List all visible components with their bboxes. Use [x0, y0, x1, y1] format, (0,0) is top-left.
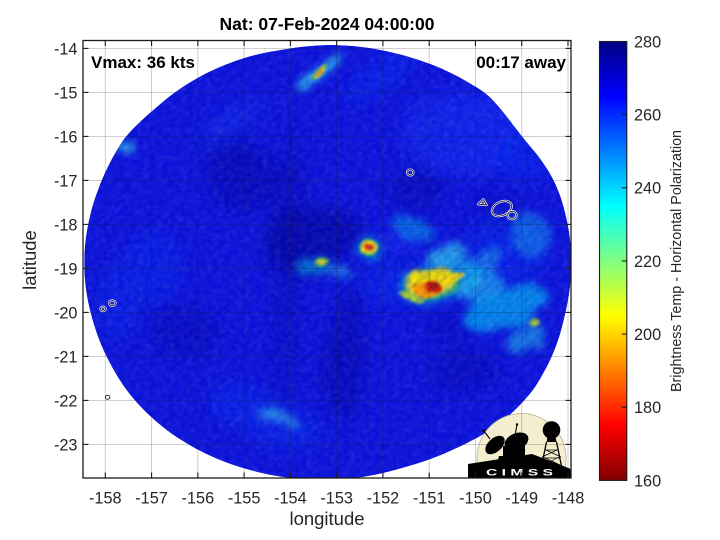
plot-area: C I M S S [84, 44, 571, 478]
x-tick-label--149: -149 [505, 490, 538, 508]
logo-tower-brace-0 [545, 449, 562, 458]
y-tick-label--17: -17 [54, 172, 78, 190]
x-axis-label: longitude [289, 508, 365, 529]
y-tick-label--18: -18 [54, 216, 78, 234]
colorbar-tick-label-160: 160 [634, 472, 661, 490]
x-tick-label--153: -153 [320, 490, 353, 508]
colorbar-tick-label-200: 200 [634, 326, 661, 344]
island-nw-2 [108, 300, 116, 307]
x-tick-label--157: -157 [135, 490, 168, 508]
logo-dish-left-feed [483, 430, 491, 440]
island-contours [99, 168, 518, 401]
y-tick-label--14: -14 [54, 40, 78, 58]
island-moorea [477, 198, 488, 206]
y-tick-label--15: -15 [54, 84, 78, 102]
colorbar-tick-label-260: 260 [634, 107, 661, 125]
logo-dish-left-feed-ball [482, 429, 485, 432]
colorbar-label: Brightness Temp - Horizontal Polarizatio… [669, 130, 685, 392]
logo-dish-right-feed [514, 424, 518, 434]
logo-banner [468, 454, 571, 478]
y-tick-label--23: -23 [54, 436, 78, 454]
x-tick-label--155: -155 [228, 490, 261, 508]
cimss-logo: C I M S S [468, 413, 571, 478]
plot-title: Nat: 07-Feb-2024 04:00:00 [219, 14, 435, 34]
colorbar-tick-label-220: 220 [634, 253, 661, 271]
logo-tower-tank [542, 421, 561, 439]
colorbar-tick-label-180: 180 [634, 399, 661, 417]
island-tahiti-iti [507, 210, 517, 220]
swath-image [84, 44, 571, 478]
y-tick-label--21: -21 [54, 348, 78, 366]
grid-lines [83, 40, 571, 478]
axes [82, 39, 572, 479]
time-away-annotation: 00:17 away [476, 52, 566, 72]
logo-tower-neck [546, 437, 557, 442]
island-tetiaroa [406, 169, 414, 176]
y-axis-label: latitude [19, 230, 40, 290]
x-tick-label--150: -150 [459, 490, 492, 508]
axes-ticks [83, 40, 571, 478]
axes-box [82, 39, 572, 479]
logo-tower-brace-1 [541, 449, 558, 458]
colorbar-tick-label-240: 240 [634, 180, 661, 198]
vmax-annotation: Vmax: 36 kts [91, 52, 195, 72]
colorbar-tick-label-280: 280 [634, 33, 661, 51]
logo-dish-right-feed-ball [515, 423, 519, 426]
y-tick-label--19: -19 [54, 260, 78, 278]
x-tick-label--152: -152 [367, 490, 400, 508]
y-tick-label--20: -20 [54, 304, 78, 322]
x-tick-label--158: -158 [89, 490, 122, 508]
x-tick-label--148: -148 [552, 490, 585, 508]
x-tick-label--151: -151 [413, 490, 446, 508]
island-sw [104, 394, 111, 400]
logo-dish-left [485, 435, 505, 455]
y-tick-label--16: -16 [54, 128, 78, 146]
island-nw-1 [99, 306, 106, 312]
y-tick-label--22: -22 [54, 392, 78, 410]
colorbar: 160 180 200 220 240 260 280 [598, 33, 661, 490]
x-tick-label--154: -154 [274, 490, 307, 508]
logo-cimss-text: C I M S S [486, 468, 553, 478]
x-tick-label--156: -156 [182, 490, 215, 508]
swath-scan-stripes [84, 45, 570, 478]
island-tahiti-nui [491, 200, 513, 217]
